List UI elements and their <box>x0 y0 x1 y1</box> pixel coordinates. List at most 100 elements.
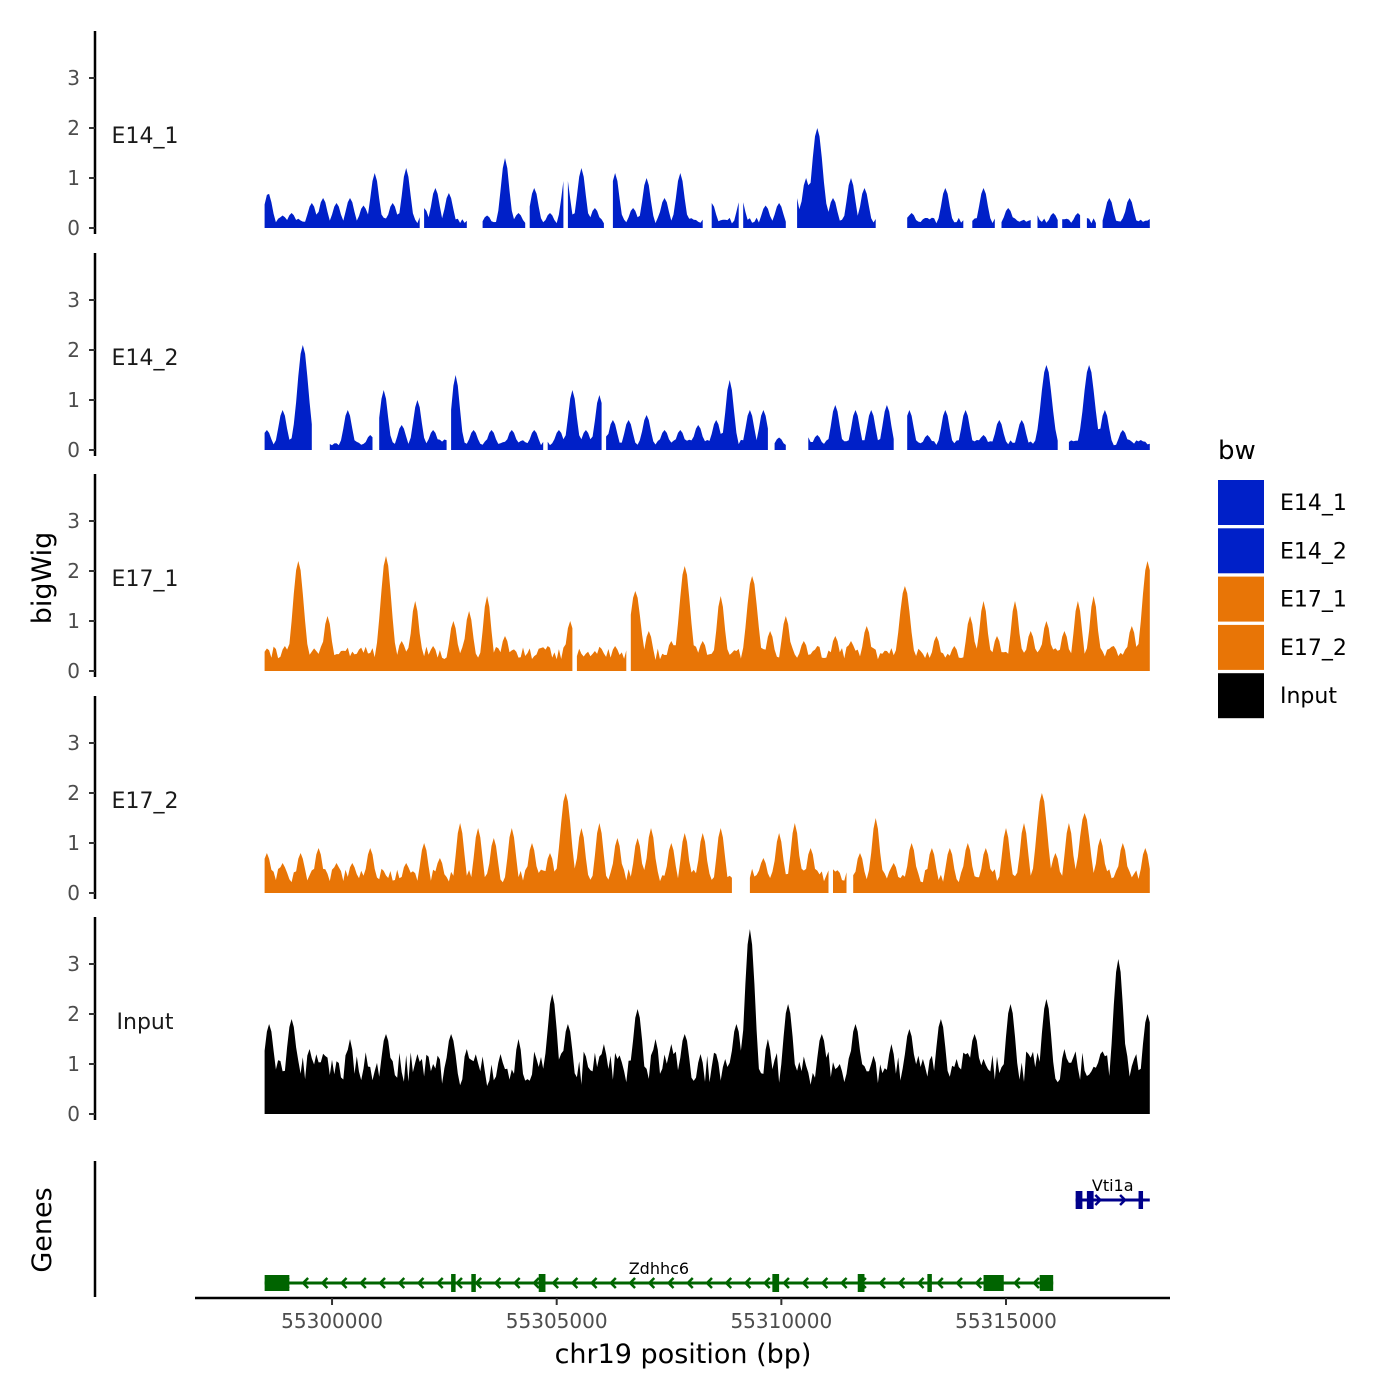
y-axis-title-genes: Genes <box>27 1187 58 1272</box>
signal-area-input <box>264 929 1150 1114</box>
y-tick-label: 1 <box>67 609 80 633</box>
gene-exon <box>538 1274 546 1292</box>
y-tick-label: 2 <box>67 338 80 362</box>
strand-arrow <box>512 1277 521 1289</box>
signal-area-e14-2 <box>774 437 786 450</box>
track-label: E14_1 <box>112 124 179 149</box>
legend-swatch <box>1218 673 1264 719</box>
strand-arrow <box>455 1277 463 1289</box>
track-label: Input <box>117 1010 174 1035</box>
strand-arrow <box>782 1277 790 1289</box>
strand-arrow <box>532 1277 540 1289</box>
gene-track: Zdhhc6 Vti1a <box>93 1161 1150 1297</box>
gene-label: Vti1a <box>1092 1176 1134 1195</box>
signal-area-e17-2 <box>749 823 829 893</box>
y-axis-title-bigwig: bigWig <box>27 532 58 625</box>
track-e17-1: 0 1 2 3 E17_1 <box>67 474 1150 683</box>
y-tick-label: 2 <box>67 781 80 805</box>
strand-arrow <box>762 1277 771 1289</box>
strand-arrow <box>1012 1277 1021 1289</box>
gene-label: Zdhhc6 <box>629 1259 689 1278</box>
legend-swatch <box>1218 624 1264 670</box>
strand-arrow <box>339 1277 348 1289</box>
gene-exon <box>1039 1275 1054 1291</box>
signal-area-e17-2 <box>833 869 847 893</box>
signal-area-e14-2 <box>451 375 544 450</box>
gene-zdhhc6: Zdhhc6 <box>264 1259 1054 1292</box>
x-axis-title: chr19 position (bp) <box>555 1339 812 1370</box>
legend: bw E14_1 E14_2 E17_1 E17_2 Input <box>1218 436 1347 719</box>
legend-label: Input <box>1280 684 1337 709</box>
legend-label: E14_2 <box>1280 539 1347 564</box>
strand-arrow <box>647 1277 656 1289</box>
y-tick-label: 2 <box>67 1002 80 1026</box>
strand-arrow <box>685 1277 694 1289</box>
signal-area-e14-1 <box>907 188 964 228</box>
legend-label: E17_1 <box>1280 588 1347 613</box>
track-e14-1: 0 1 2 3 E14_1 <box>67 31 1150 240</box>
gene-exon <box>927 1274 932 1292</box>
bigwig-tracks: 0 1 2 3 E14_1 0 1 2 3 E14_2 0 1 2 3 E17_1 0 1 2 3 E17_2 0 1 2 3… <box>67 31 1150 1126</box>
strand-arrow <box>609 1277 617 1289</box>
signal-area-e14-2 <box>379 390 447 450</box>
signal-area-e14-2 <box>329 410 373 450</box>
signal-area-e14-1 <box>1001 208 1031 228</box>
signal-area-e14-1 <box>424 188 467 228</box>
legend-title: bw <box>1218 436 1256 466</box>
strand-arrow <box>1032 1277 1040 1289</box>
legend-label: E14_1 <box>1280 491 1347 516</box>
gene-exon <box>1075 1191 1083 1209</box>
strand-arrow <box>724 1277 733 1289</box>
strand-arrow <box>359 1277 367 1289</box>
signal-area-e14-1 <box>264 168 420 228</box>
signal-area-e14-2 <box>264 345 312 450</box>
x-tick-label: 55315000 <box>955 1309 1057 1333</box>
signal-area-e14-1 <box>711 202 739 228</box>
strand-arrow <box>301 1277 309 1289</box>
signal-area-e14-1 <box>1037 213 1058 228</box>
strand-arrow <box>666 1277 675 1289</box>
x-tick-label: 55310000 <box>730 1309 832 1333</box>
x-tick-label: 55300000 <box>281 1309 383 1333</box>
y-tick-label: 2 <box>67 559 80 583</box>
track-input: 0 1 2 3 Input <box>67 917 1150 1126</box>
legend-label: E17_2 <box>1280 636 1347 661</box>
gene-vti1a: Vti1a <box>1075 1176 1150 1209</box>
signal-area-e14-2 <box>808 405 894 450</box>
strand-arrow <box>743 1277 752 1289</box>
signal-area-e14-1 <box>612 173 703 228</box>
strand-arrow <box>474 1277 483 1289</box>
signal-area-e14-1 <box>797 128 876 228</box>
strand-arrow <box>1119 1194 1127 1206</box>
signal-area-e14-2 <box>1068 365 1150 450</box>
signal-area-e17-1 <box>264 556 573 671</box>
strand-arrow <box>705 1277 713 1289</box>
gene-exon <box>451 1274 456 1292</box>
gene-exon <box>471 1274 476 1292</box>
gene-exon <box>857 1274 865 1292</box>
gene-exon <box>772 1274 780 1292</box>
y-tick-label: 0 <box>67 881 80 905</box>
strand-arrow <box>1094 1194 1103 1206</box>
strand-arrow <box>974 1277 983 1289</box>
legend-swatch <box>1218 576 1264 622</box>
y-tick-label: 1 <box>67 166 80 190</box>
y-tick-label: 1 <box>67 1052 80 1076</box>
x-tick-label: 55305000 <box>506 1309 608 1333</box>
strand-arrow <box>570 1277 579 1289</box>
y-tick-label: 0 <box>67 1102 80 1126</box>
strand-arrow <box>493 1277 502 1289</box>
strand-arrow <box>936 1277 944 1289</box>
gene-exon <box>1086 1191 1094 1209</box>
y-tick-label: 3 <box>67 731 80 755</box>
gene-exon <box>1138 1191 1144 1209</box>
y-tick-label: 0 <box>67 659 80 683</box>
strand-arrow <box>897 1277 906 1289</box>
strand-arrow <box>878 1277 886 1289</box>
gene-exon <box>264 1275 290 1291</box>
y-tick-label: 3 <box>67 288 80 312</box>
signal-area-e14-1 <box>529 181 564 228</box>
strand-arrow <box>397 1277 406 1289</box>
y-tick-label: 3 <box>67 952 80 976</box>
signal-area-e14-1 <box>743 202 786 228</box>
